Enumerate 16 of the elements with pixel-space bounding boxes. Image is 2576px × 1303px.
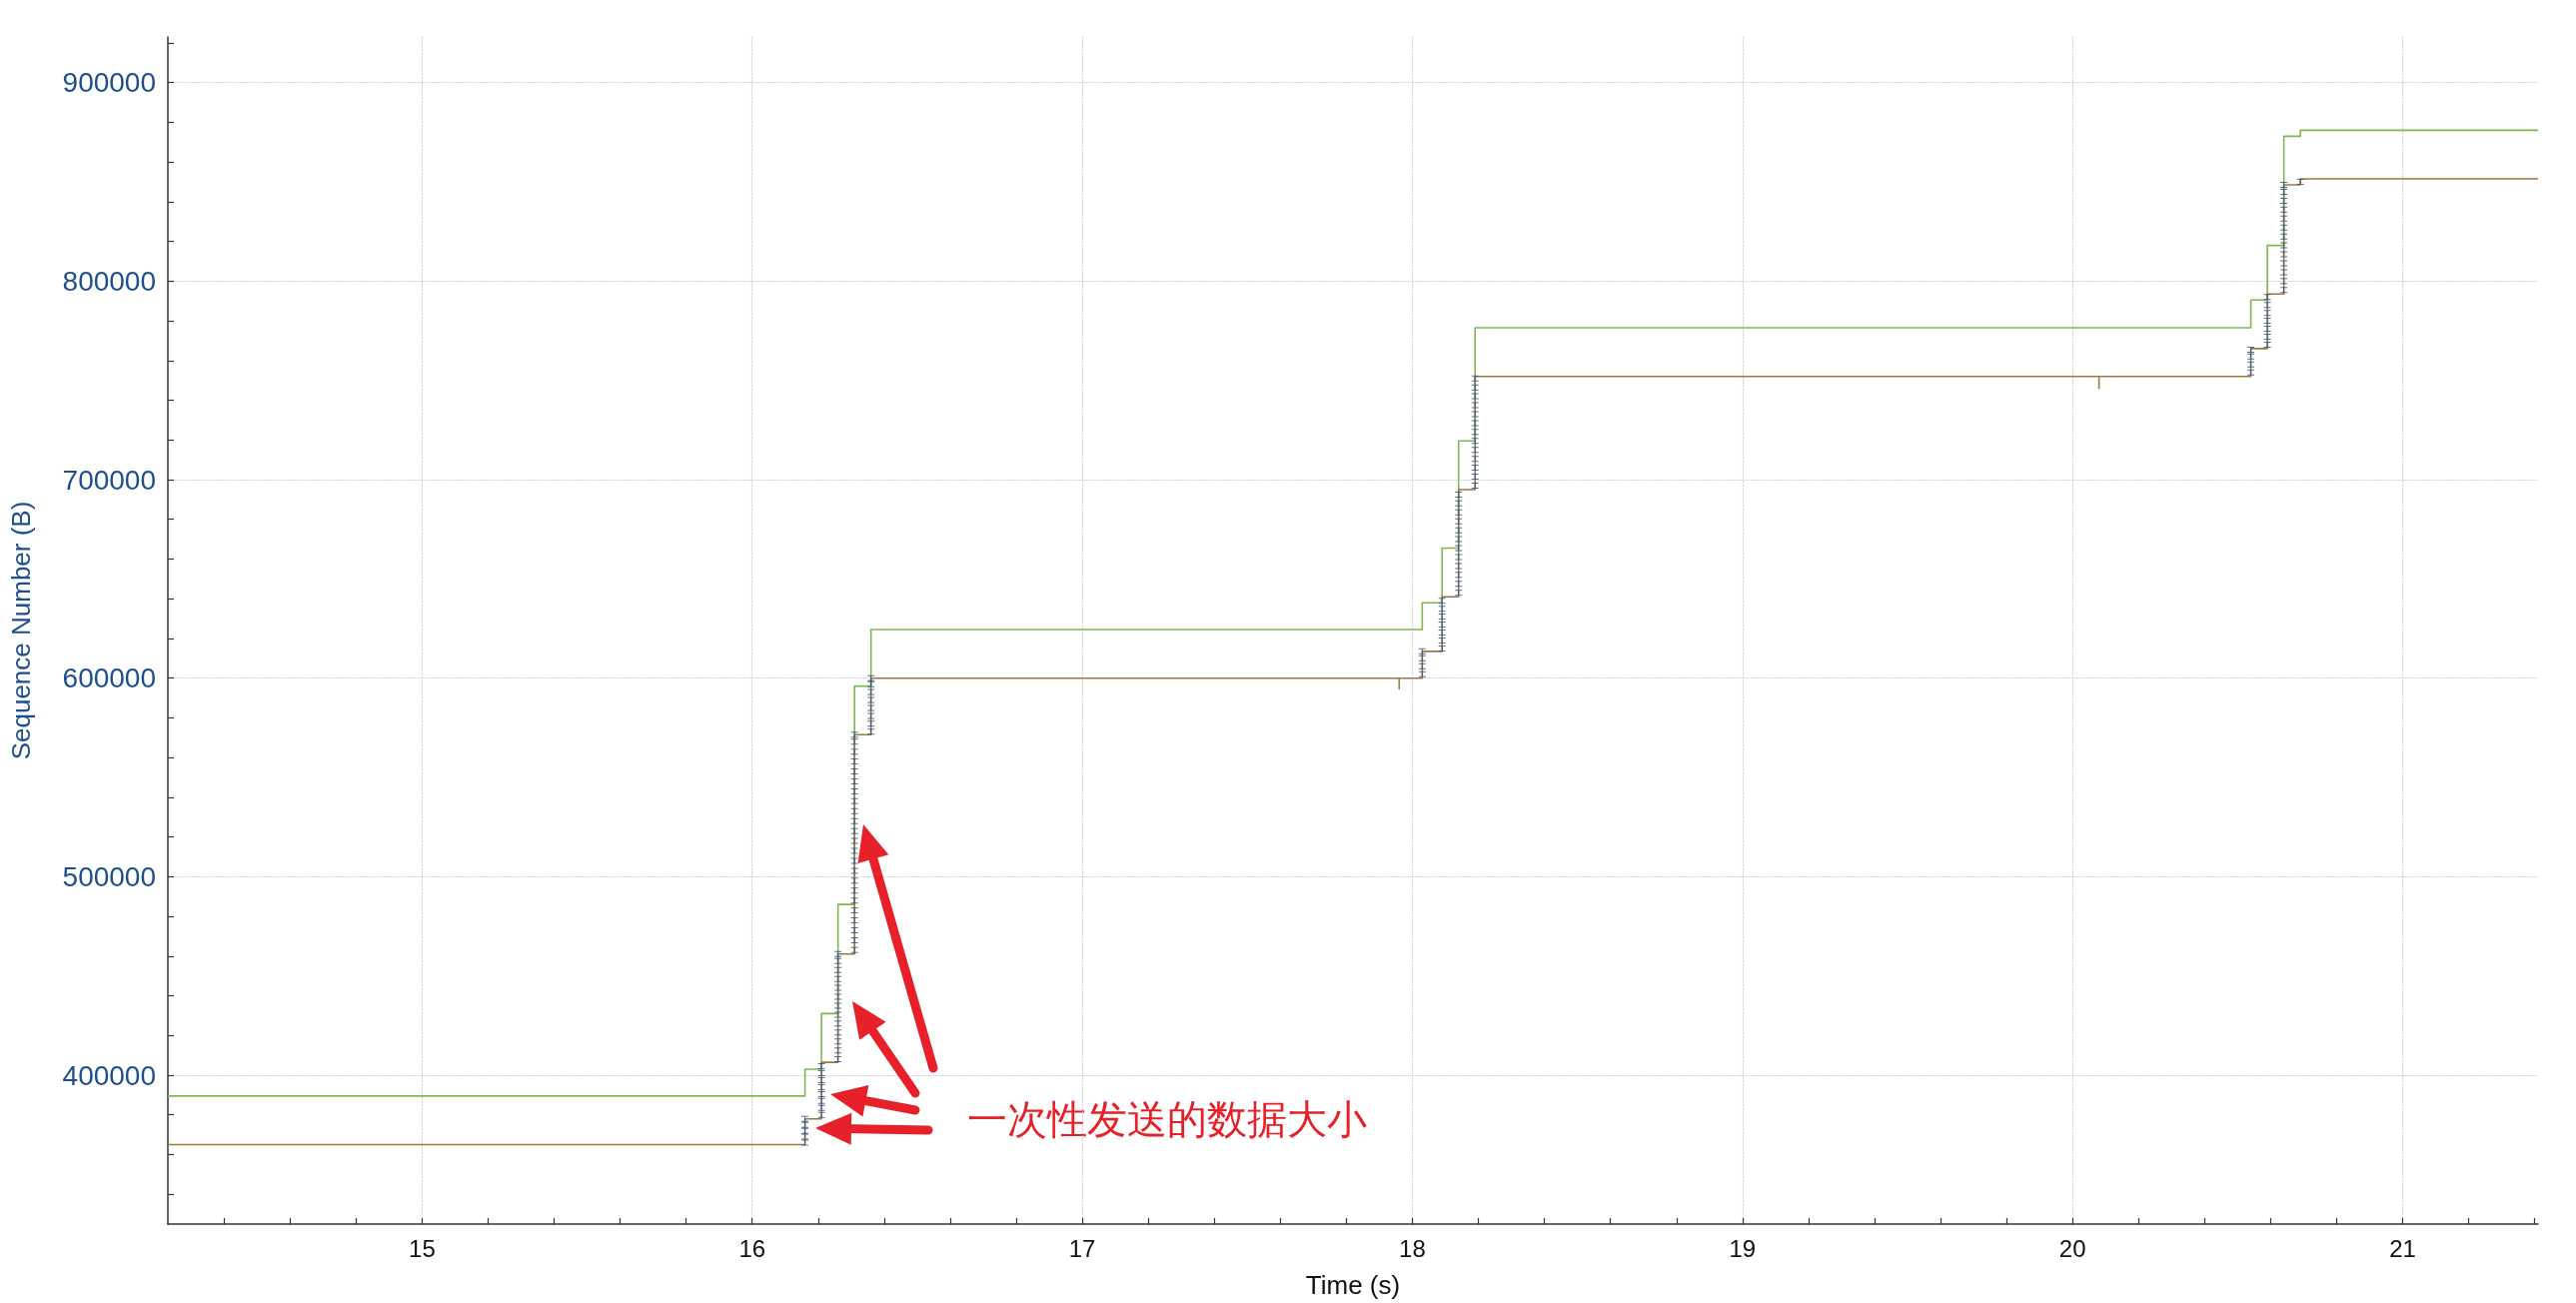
y-tick-label: 700000 [62,464,156,496]
x-tick-label: 19 [1729,1234,1757,1262]
x-tick-label: 15 [409,1234,436,1262]
y-tick-label: 800000 [62,265,156,297]
y-tick-label: 500000 [62,860,156,892]
x-tick-label: 18 [1399,1234,1426,1262]
y-tick-label: 400000 [62,1059,156,1091]
x-tick-label: 20 [2058,1234,2086,1262]
y-tick-label: 600000 [62,662,156,694]
y-axis-title: Sequence Number (B) [6,501,36,760]
y-tick-label: 900000 [62,67,156,99]
x-tick-label: 17 [1068,1234,1096,1262]
x-tick-label: 21 [2389,1234,2416,1262]
x-axis-title: Time (s) [1305,1270,1401,1300]
annotation: 一次性发送的数据大小 [967,1096,1367,1142]
x-tick-label: 16 [738,1234,766,1262]
